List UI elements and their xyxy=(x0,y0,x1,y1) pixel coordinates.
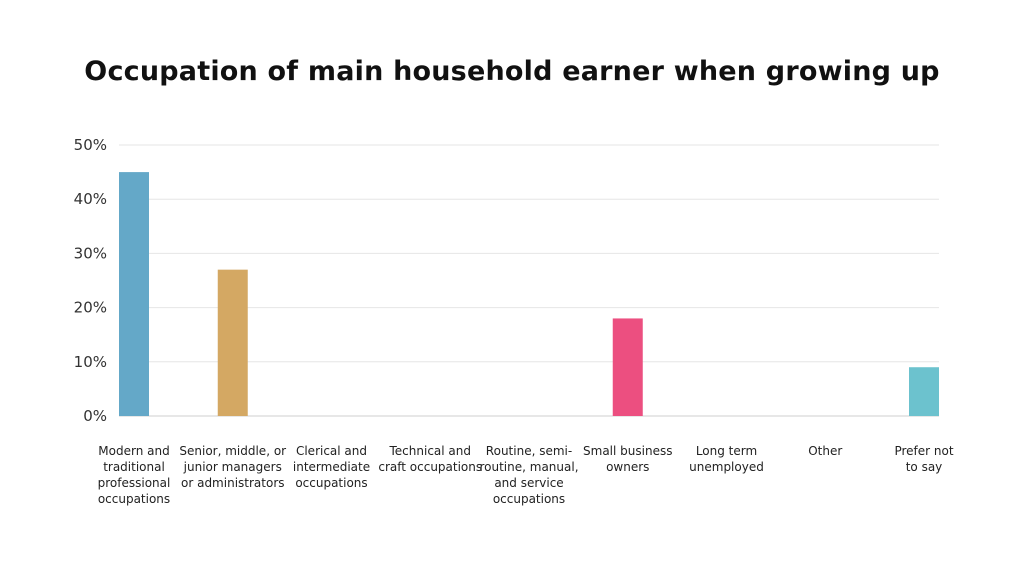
x-category-label-line: unemployed xyxy=(689,460,764,474)
y-tick-label: 20% xyxy=(74,299,107,317)
y-tick-label: 50% xyxy=(74,136,107,154)
x-category-label-line: to say xyxy=(906,460,943,474)
x-category-label-line: occupations xyxy=(98,492,170,506)
x-category-label: Long term unemployed xyxy=(689,444,764,474)
x-category-label: Other xyxy=(808,444,842,458)
x-category-label-line: intermediate xyxy=(293,460,370,474)
x-category-label: Prefer not to say xyxy=(894,444,953,474)
x-category-label-line: Prefer not xyxy=(894,444,953,458)
x-category-label: Routine, semi-routine, manual, and servic… xyxy=(479,444,578,506)
x-category-label-line: Clerical and xyxy=(296,444,367,458)
x-category-label-line: Small business xyxy=(583,444,672,458)
x-category-label: Modern and traditional professional occupat… xyxy=(98,444,171,506)
x-category-label-line: junior managers xyxy=(183,460,282,474)
x-category-label-line: Long term xyxy=(696,444,757,458)
x-category-label-line: occupations xyxy=(295,476,367,490)
x-category-label-line: owners xyxy=(606,460,649,474)
x-category-label: Small business owners xyxy=(583,444,672,474)
x-axis-labels: Modern and traditional professional occupat… xyxy=(98,444,954,506)
bar xyxy=(909,367,939,416)
x-category-label-line: Technical and xyxy=(389,444,472,458)
x-category-label-line: Modern and xyxy=(98,444,169,458)
y-tick-label: 0% xyxy=(83,407,107,425)
x-category-label-line: Senior, middle, or xyxy=(179,444,286,458)
bar xyxy=(119,172,149,416)
y-tick-label: 30% xyxy=(74,244,107,262)
bars xyxy=(119,172,939,416)
x-category-label: Technical and craft occupations xyxy=(378,444,482,474)
y-axis-ticks: 0% 10% 20% 30% 40% 50% xyxy=(74,136,107,425)
x-category-label-line: and service xyxy=(494,476,563,490)
y-tick-label: 40% xyxy=(74,190,107,208)
x-category-label-line: Other xyxy=(808,444,842,458)
y-tick-label: 10% xyxy=(74,353,107,371)
bar xyxy=(612,318,643,416)
bar xyxy=(217,269,248,416)
x-category-label-line: professional xyxy=(98,476,171,490)
x-category-label-line: craft occupations xyxy=(378,460,482,474)
chart-title: Occupation of main household earner when… xyxy=(84,56,940,87)
x-category-label: Senior, middle, or junior managers or admi… xyxy=(179,444,286,490)
gridlines xyxy=(119,144,939,417)
x-category-label: Clerical and intermediate occupations xyxy=(293,444,370,490)
x-category-label-line: Routine, semi- xyxy=(486,444,572,458)
x-category-label-line: routine, manual, xyxy=(479,460,578,474)
x-category-label-line: traditional xyxy=(103,460,165,474)
x-category-label-line: occupations xyxy=(493,492,565,506)
x-category-label-line: or administrators xyxy=(181,476,285,490)
